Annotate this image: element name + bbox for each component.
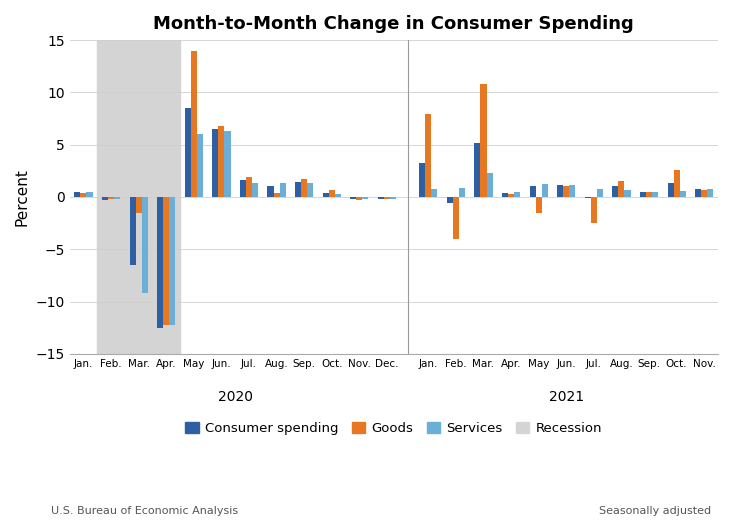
Legend: Consumer spending, Goods, Services, Recession: Consumer spending, Goods, Services, Rece… [180,417,608,441]
Bar [652,192,658,197]
Text: 2020: 2020 [218,390,253,405]
Bar [514,192,520,197]
Bar [480,84,487,197]
Bar [529,187,536,197]
Bar [252,183,258,197]
Bar [487,173,493,197]
Bar [86,192,92,197]
Bar [114,197,120,199]
Bar [307,183,313,197]
Bar [536,197,542,213]
Bar [279,183,286,197]
Bar [591,197,597,223]
Bar [163,197,169,324]
Bar [679,191,685,197]
Bar [707,189,713,197]
Bar [157,197,163,328]
Bar [224,131,230,197]
Bar [542,184,548,197]
Bar [136,197,141,213]
Bar [197,134,203,197]
Bar [474,143,480,197]
Bar [246,177,252,197]
Bar [97,40,180,354]
Bar [141,197,148,293]
Bar [102,197,108,200]
Bar [185,108,191,197]
Bar [362,197,369,199]
Bar [213,129,218,197]
Y-axis label: Percent: Percent [15,168,30,226]
Bar [377,197,384,199]
Bar [431,189,438,197]
Bar [390,197,396,199]
Bar [273,193,279,197]
Bar [447,197,453,203]
Bar [597,189,603,197]
Bar [695,189,701,197]
Bar [701,190,707,197]
Text: 2021: 2021 [549,390,583,405]
Bar [640,192,646,197]
Bar [646,192,652,197]
Bar [612,187,619,197]
Bar [563,187,570,197]
Bar [508,194,514,197]
Bar [130,197,136,265]
Bar [459,188,465,197]
Title: Month-to-Month Change in Consumer Spending: Month-to-Month Change in Consumer Spendi… [153,15,634,33]
Bar [350,197,356,199]
Bar [240,180,246,197]
Bar [74,192,81,197]
Bar [295,182,301,197]
Bar [218,126,224,197]
Text: U.S. Bureau of Economic Analysis: U.S. Bureau of Economic Analysis [51,506,238,516]
Bar [268,187,273,197]
Bar [419,163,425,197]
Bar [323,193,328,197]
Bar [328,190,335,197]
Bar [425,114,431,197]
Bar [570,185,575,197]
Bar [557,185,563,197]
Bar [301,179,307,197]
Bar [585,197,591,198]
Bar [356,197,362,200]
Bar [502,193,508,197]
Bar [453,197,459,239]
Bar [108,197,114,199]
Bar [625,190,630,197]
Bar [169,197,175,324]
Bar [191,51,197,197]
Bar [81,193,86,197]
Bar [335,194,341,197]
Bar [674,170,679,197]
Bar [668,183,674,197]
Text: Seasonally adjusted: Seasonally adjusted [599,506,711,516]
Bar [384,197,390,199]
Bar [619,181,625,197]
